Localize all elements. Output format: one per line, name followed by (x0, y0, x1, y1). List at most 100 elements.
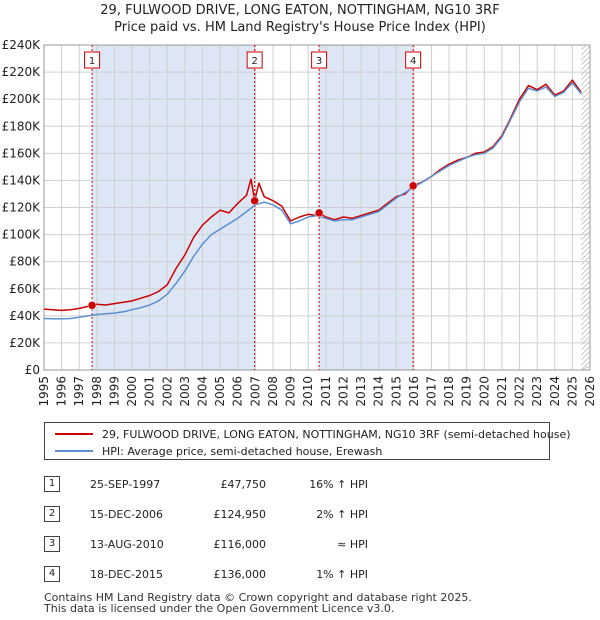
hatch-stroke (581, 300, 590, 311)
hatch-stroke (581, 290, 590, 301)
x-tick-label: 2025 (565, 376, 579, 407)
hatch-stroke (581, 220, 590, 231)
footer-line-2: This data is licensed under the Open Gov… (44, 602, 395, 615)
sale-marker-box (311, 51, 328, 69)
y-tick-label: £240K (2, 38, 42, 52)
hatch-stroke (581, 95, 590, 106)
y-tick-label: £180K (2, 119, 42, 133)
hatch-stroke (581, 285, 590, 296)
x-tick-label: 2006 (231, 376, 245, 407)
x-tick-label: 2012 (336, 376, 350, 407)
hatch-stroke (581, 260, 590, 271)
hatch-stroke (581, 140, 590, 151)
sale-marker-box (84, 51, 101, 69)
x-tick-label: 2008 (266, 376, 280, 407)
x-tick-label: 2011 (319, 376, 333, 407)
sale-hpi-comparison: 1% ↑ HPI (316, 568, 368, 581)
hatch-stroke (581, 180, 590, 191)
sale-price: £116,000 (213, 538, 267, 551)
x-tick-label: 2017 (424, 376, 438, 407)
legend: 29, FULWOOD DRIVE, LONG EATON, NOTTINGHA… (44, 422, 571, 460)
sale-hpi-comparison: ≈ HPI (337, 538, 368, 551)
x-tick-label: 2015 (389, 376, 403, 407)
y-tick-label: £160K (2, 146, 42, 160)
plot-border (43, 44, 591, 371)
x-tick-label: 1998 (90, 376, 104, 407)
hatch-stroke (581, 350, 590, 361)
hatch-stroke (581, 170, 590, 181)
hatch-stroke (581, 185, 590, 196)
hatch-stroke (581, 305, 590, 316)
sale-point (408, 181, 418, 191)
sale-marker-label: 2 (251, 56, 257, 67)
hatch-stroke (581, 345, 590, 356)
hatch-stroke (581, 195, 590, 206)
footer-line-1: Contains HM Land Registry data © Crown c… (44, 591, 472, 604)
sale-marker-box (246, 51, 263, 69)
x-tick-label: 2009 (284, 376, 298, 407)
hatch-stroke (581, 240, 590, 251)
y-tick-label: £120K (2, 201, 42, 215)
sale-price: £47,750 (220, 478, 267, 491)
hatch-stroke (581, 200, 590, 211)
x-tick-label: 2021 (495, 376, 509, 407)
hatch-stroke (581, 295, 590, 306)
hatch-stroke (581, 155, 590, 166)
x-tick-label: 1997 (72, 376, 86, 407)
forecast-hatch (581, 45, 590, 370)
sale-marker-box (405, 51, 422, 69)
x-tick-label: 2001 (143, 376, 157, 407)
y-tick-label: £0 (25, 363, 40, 377)
hatch-stroke (581, 175, 590, 186)
x-tick-label: 2007 (248, 376, 262, 407)
hatch-stroke (581, 190, 590, 201)
legend-label-property: 29, FULWOOD DRIVE, LONG EATON, NOTTINGHA… (102, 427, 571, 441)
y-tick-label: £200K (2, 92, 42, 106)
sale-marker-label: 1 (89, 56, 95, 67)
sale-date: 13-AUG-2010 (90, 538, 164, 551)
sale-date: 18-DEC-2015 (90, 568, 164, 581)
hatch-stroke (581, 120, 590, 131)
hatch-stroke (581, 255, 590, 266)
hatch-stroke (581, 360, 590, 370)
hatch-stroke (581, 80, 590, 91)
hatch-stroke (581, 150, 590, 161)
hatch-stroke (581, 265, 590, 276)
hatch-stroke (581, 315, 590, 326)
table-row: 4 18-DEC-2015 £136,000 1% ↑ HPI (44, 566, 424, 586)
hatch-stroke (581, 215, 590, 226)
y-tick-label: £80K (9, 255, 41, 269)
chart-title-line2: Price paid vs. HM Land Registry's House … (114, 20, 486, 35)
sale-point (314, 208, 324, 218)
footer-attribution: Contains HM Land Registry data © Crown c… (44, 592, 472, 614)
x-tick-label: 2022 (513, 376, 527, 407)
sale-marker-label: 3 (316, 56, 322, 67)
sale-price: £124,950 (213, 508, 267, 521)
x-tick-label: 2018 (442, 376, 456, 407)
sale-marker-label: 4 (410, 56, 416, 67)
x-tick-label: 2019 (460, 376, 474, 407)
hatch-stroke (581, 270, 590, 281)
sale-price: £136,000 (213, 568, 267, 581)
hatch-stroke (581, 130, 590, 141)
sale-number-badge: 1 (44, 476, 60, 492)
hatch-stroke (581, 325, 590, 336)
x-tick-label: 2016 (407, 376, 421, 407)
y-tick-label: £60K (9, 282, 41, 296)
y-tick-label: £220K (2, 65, 42, 79)
sale-hpi-comparison: 16% ↑ HPI (309, 478, 368, 491)
x-tick-label: 2026 (583, 376, 597, 407)
y-tick-label: £40K (9, 309, 41, 323)
hatch-stroke (581, 230, 590, 241)
table-row: 1 25-SEP-1997 £47,750 16% ↑ HPI (44, 476, 424, 496)
x-tick-label: 2000 (125, 376, 139, 407)
hatch-stroke (581, 225, 590, 236)
x-tick-label: 2023 (530, 376, 544, 407)
y-tick-label: £140K (2, 173, 42, 187)
hatch-stroke (581, 50, 590, 61)
x-tick-label: 2004 (196, 376, 210, 407)
hatch-stroke (581, 100, 590, 111)
legend-item-hpi: HPI: Average price, semi-detached house,… (55, 443, 382, 459)
hatch-stroke (581, 165, 590, 176)
hatch-stroke (581, 85, 590, 96)
